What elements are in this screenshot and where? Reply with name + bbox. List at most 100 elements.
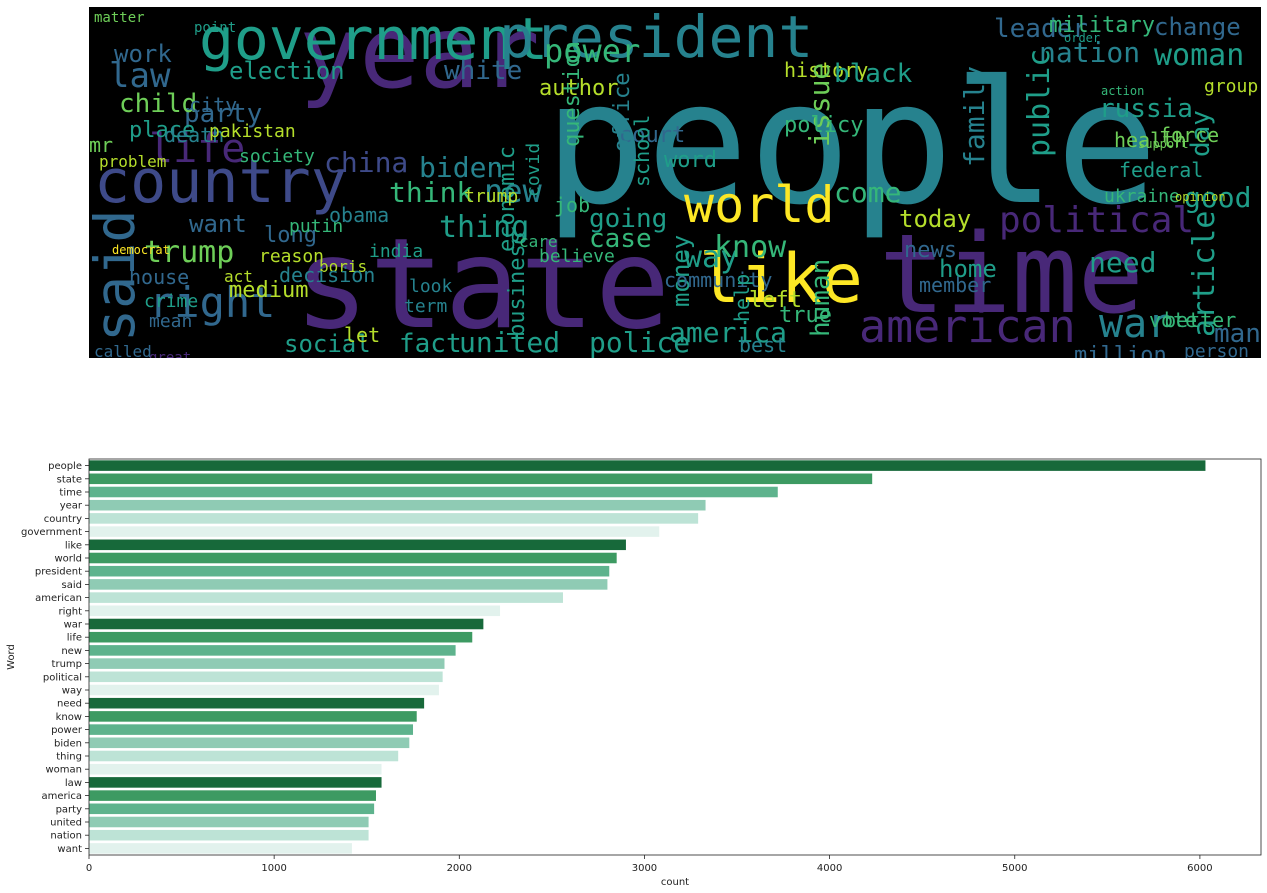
- word-cloud-word: case: [589, 224, 652, 254]
- word-cloud-word: need: [1089, 246, 1156, 279]
- y-tick-label: law: [65, 778, 82, 789]
- bar-state: [89, 473, 873, 485]
- word-cloud-word: true: [779, 303, 832, 328]
- x-axis-label: count: [661, 877, 689, 888]
- word-cloud-word: left: [749, 288, 802, 313]
- y-tick-label: life: [67, 633, 82, 644]
- y-tick-label: want: [57, 844, 82, 855]
- y-tick-label: trump: [52, 659, 82, 670]
- word-cloud-word: help: [730, 274, 754, 322]
- word-cloud-word: decision: [279, 263, 375, 287]
- bar-world: [89, 552, 617, 564]
- word-cloud-word: economic: [495, 146, 520, 252]
- word-cloud-word: covid: [523, 143, 544, 197]
- word-cloud-word: fact: [399, 329, 462, 358]
- word-cloud-word: child: [119, 89, 197, 119]
- bar-trump: [89, 658, 445, 669]
- word-cloud-word: leader: [994, 14, 1088, 44]
- x-tick-label: 2000: [447, 863, 472, 874]
- word-cloud-word: million: [1074, 343, 1167, 358]
- word-cloud-word: war: [1099, 301, 1171, 347]
- bar-united: [89, 816, 369, 828]
- word-cloud-word: great: [149, 350, 191, 358]
- word-cloud-word: want: [189, 210, 247, 238]
- y-tick-label: woman: [45, 765, 82, 776]
- word-cloud-word: opinion: [1175, 190, 1226, 204]
- y-tick-label: nation: [50, 831, 82, 842]
- bar-new: [89, 645, 456, 656]
- word-cloud-word: china: [324, 146, 408, 179]
- word-cloud-word: america: [669, 316, 787, 349]
- y-tick-label: country: [44, 514, 82, 525]
- x-tick-label: 5000: [1002, 863, 1027, 874]
- word-cloud-word: state: [294, 212, 670, 357]
- word-cloud-word: year: [299, 7, 540, 111]
- bar-know: [89, 711, 417, 722]
- word-cloud-word: man: [1214, 319, 1261, 349]
- y-tick-label: america: [41, 791, 82, 802]
- word-cloud-word: reason: [259, 246, 324, 267]
- bar-american: [89, 592, 563, 603]
- word-cloud-word: like: [699, 240, 863, 319]
- word-cloud-word: force: [1159, 123, 1219, 147]
- word-count-bar-chart: people state time year country government like…: [0, 440, 1267, 893]
- word-cloud-word: care: [519, 232, 558, 251]
- bar-people: [89, 460, 1206, 471]
- word-cloud-word: business: [505, 231, 530, 337]
- word-cloud-word: american: [859, 300, 1076, 353]
- word-cloud-word: change: [1154, 13, 1241, 41]
- word-cloud-word: going: [589, 204, 667, 234]
- bar-political: [89, 671, 443, 683]
- word-cloud: people state time year country government like…: [89, 7, 1261, 358]
- word-cloud-word: boris: [319, 257, 367, 276]
- word-cloud-word: today: [899, 205, 971, 233]
- word-cloud-word: history: [784, 58, 868, 82]
- word-cloud-word: military: [1049, 13, 1155, 38]
- bar-like: [89, 539, 626, 551]
- y-tick-label: world: [54, 554, 82, 565]
- y-tick-label: way: [62, 686, 82, 697]
- word-cloud-word: united: [459, 326, 560, 358]
- y-tick-label: government: [21, 527, 82, 538]
- word-cloud-word: home: [939, 255, 997, 283]
- word-cloud-word: trump: [464, 186, 518, 207]
- word-cloud-word: community: [664, 268, 772, 292]
- y-axis-label: Word: [6, 644, 17, 670]
- word-cloud-word: policy: [784, 113, 863, 138]
- word-cloud-word: person: [1184, 341, 1249, 358]
- word-cloud-word: crime: [144, 291, 198, 312]
- y-tick-label: political: [43, 672, 82, 683]
- word-cloud-word: india: [369, 241, 423, 262]
- bar-thing: [89, 750, 399, 762]
- bar-power: [89, 724, 414, 735]
- x-tick-label: 4000: [817, 863, 842, 874]
- word-cloud-word: right: [149, 278, 275, 327]
- word-cloud-word: social: [284, 330, 371, 358]
- y-tick-label: state: [57, 474, 82, 485]
- y-tick-label: right: [59, 606, 83, 617]
- word-cloud-word: obama: [329, 203, 389, 227]
- word-cloud-word: job: [554, 193, 590, 217]
- bar-way: [89, 684, 439, 696]
- bar-life: [89, 631, 473, 643]
- word-cloud-word: point: [194, 20, 236, 36]
- bar-country: [89, 513, 699, 524]
- word-cloud-word: city: [189, 93, 237, 117]
- bar-president: [89, 565, 610, 577]
- word-cloud-word: let: [344, 323, 380, 347]
- word-cloud-word: family: [958, 66, 991, 167]
- x-tick-label: 0: [86, 863, 92, 874]
- word-cloud-word: group: [1204, 76, 1258, 97]
- bar-nation: [89, 829, 369, 841]
- bar-woman: [89, 763, 382, 775]
- word-cloud-word: law: [109, 56, 171, 96]
- word-cloud-word: long: [264, 223, 317, 248]
- bar-america: [89, 790, 376, 801]
- bar-said: [89, 579, 608, 590]
- bar-government: [89, 526, 660, 537]
- word-cloud-word: thing: [439, 210, 529, 245]
- word-cloud-word: political: [999, 200, 1194, 241]
- y-tick-label: war: [64, 620, 83, 631]
- word-cloud-word: country: [94, 147, 347, 217]
